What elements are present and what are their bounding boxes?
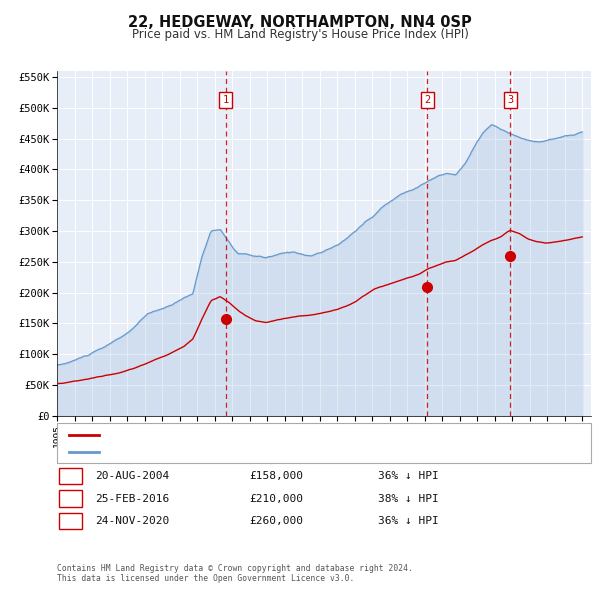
Text: 24-NOV-2020: 24-NOV-2020 [95,516,169,526]
Text: 38% ↓ HPI: 38% ↓ HPI [377,494,439,503]
Text: This data is licensed under the Open Government Licence v3.0.: This data is licensed under the Open Gov… [57,574,355,583]
Text: 25-FEB-2016: 25-FEB-2016 [95,494,169,503]
Text: Contains HM Land Registry data © Crown copyright and database right 2024.: Contains HM Land Registry data © Crown c… [57,565,413,573]
Text: £158,000: £158,000 [249,471,303,481]
Text: 22, HEDGEWAY, NORTHAMPTON, NN4 0SP (detached house): 22, HEDGEWAY, NORTHAMPTON, NN4 0SP (deta… [105,430,411,440]
Text: 20-AUG-2004: 20-AUG-2004 [95,471,169,481]
Text: 36% ↓ HPI: 36% ↓ HPI [377,471,439,481]
Text: 1: 1 [67,471,74,481]
Text: Price paid vs. HM Land Registry's House Price Index (HPI): Price paid vs. HM Land Registry's House … [131,28,469,41]
Text: 36% ↓ HPI: 36% ↓ HPI [377,516,439,526]
Text: 2: 2 [67,494,74,503]
Text: £210,000: £210,000 [249,494,303,503]
Text: 3: 3 [508,95,514,105]
Text: 3: 3 [67,516,74,526]
Text: 22, HEDGEWAY, NORTHAMPTON, NN4 0SP: 22, HEDGEWAY, NORTHAMPTON, NN4 0SP [128,15,472,30]
Text: 1: 1 [223,95,229,105]
Text: HPI: Average price, detached house, West Northamptonshire: HPI: Average price, detached house, West… [105,447,447,457]
Text: 2: 2 [424,95,430,105]
Text: £260,000: £260,000 [249,516,303,526]
